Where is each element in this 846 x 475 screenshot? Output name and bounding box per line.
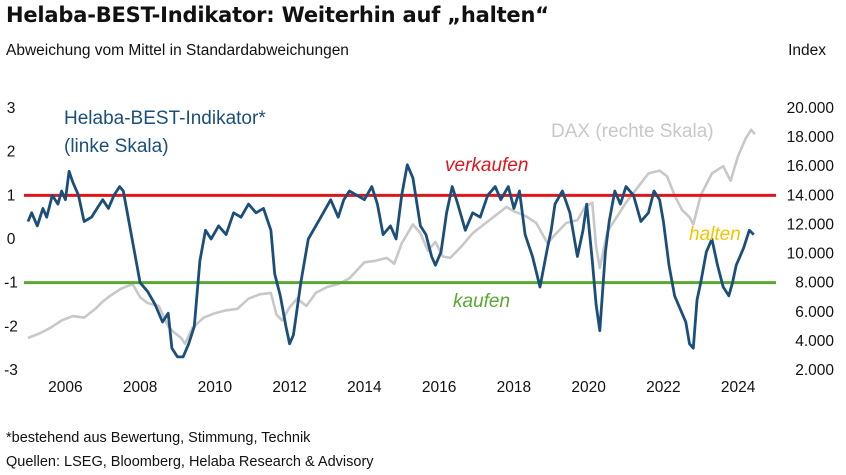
- y-right-tick: 18.000: [787, 129, 835, 146]
- y-left-tick: -2: [4, 318, 18, 335]
- y-left-tick: -1: [4, 275, 18, 292]
- legend-best-line2: (linke Skala): [64, 136, 169, 157]
- threshold-layer: [24, 193, 776, 285]
- y-left-tick: 3: [7, 100, 16, 117]
- sources: Quellen: LSEG, Bloomberg, Helaba Researc…: [6, 454, 374, 470]
- x-tick: 2018: [497, 379, 531, 396]
- y-right-tick: 14.000: [787, 187, 835, 204]
- annotation-halten: halten: [689, 224, 741, 245]
- x-tick: 2006: [48, 379, 82, 396]
- x-tick: 2014: [347, 379, 382, 396]
- y-right-tick: 8.000: [795, 275, 834, 292]
- y-left-tick: 1: [7, 187, 16, 204]
- y-left-tick: -3: [4, 362, 18, 379]
- x-tick: 2010: [198, 379, 233, 396]
- x-tick: 2012: [272, 379, 306, 396]
- y-right-tick: 2.000: [795, 362, 834, 379]
- footnote: *bestehend aus Bewertung, Stimmung, Tech…: [6, 430, 311, 446]
- left-axis-label: Abweichung vom Mittel in Standardabweich…: [6, 42, 349, 59]
- x-tick: 2024: [721, 379, 756, 396]
- legend-best-line1: Helaba-BEST-Indikator*: [64, 108, 266, 129]
- best-indicator-line: [26, 163, 755, 359]
- y-left-tick: 2: [7, 144, 16, 161]
- best-series-layer: [26, 163, 755, 359]
- y-right-tick: 6.000: [795, 304, 834, 321]
- y-left-tick: 0: [7, 231, 16, 248]
- y-right-tick: 10.000: [787, 246, 835, 263]
- y-right-tick: 4.000: [795, 333, 834, 350]
- legend-dax: DAX (rechte Skala): [551, 121, 714, 142]
- annotation-verkaufen: verkaufen: [445, 155, 528, 176]
- y-right-tick: 16.000: [787, 158, 835, 175]
- dax-series-layer: [27, 128, 756, 346]
- annotation-kaufen: kaufen: [453, 291, 510, 312]
- y-right-tick: 20.000: [787, 100, 835, 117]
- dax-line: [27, 128, 756, 346]
- y-right-tick: 12.000: [787, 216, 835, 233]
- right-axis-label: Index: [788, 42, 826, 59]
- x-tick: 2022: [646, 379, 680, 396]
- x-tick: 2008: [123, 379, 157, 396]
- x-tick: 2016: [422, 379, 456, 396]
- chart-title: Helaba-BEST-Indikator: Weiterhin auf „ha…: [6, 3, 549, 27]
- x-tick: 2020: [571, 379, 606, 396]
- tick-layer: -3 -2 -1 0 1 2 3 2.000 4.000 6.000 8.000 10.000 12.0…: [4, 100, 834, 396]
